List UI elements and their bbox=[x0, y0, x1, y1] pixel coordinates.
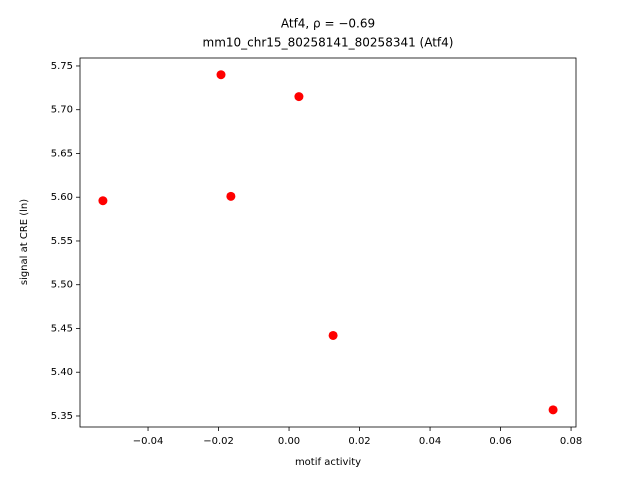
y-tick-label: 5.50 bbox=[51, 280, 73, 291]
x-tick-label: 0.08 bbox=[560, 436, 582, 447]
y-tick-label: 5.35 bbox=[51, 411, 73, 422]
point bbox=[294, 92, 304, 102]
y-axis-label: signal at CRE (ln) bbox=[19, 199, 30, 285]
x-tick-label: −0.04 bbox=[133, 436, 164, 447]
point bbox=[226, 191, 236, 201]
y-tick-label: 5.65 bbox=[51, 148, 73, 159]
point bbox=[328, 330, 338, 340]
y-tick-label: 5.40 bbox=[51, 367, 73, 378]
y-tick-label: 5.60 bbox=[51, 192, 73, 203]
y-tick-label: 5.45 bbox=[51, 323, 73, 334]
chart-subtitle: mm10_chr15_80258141_80258341 (Atf4) bbox=[203, 36, 454, 50]
y-tick-label: 5.55 bbox=[51, 236, 73, 247]
point bbox=[98, 196, 108, 206]
point bbox=[216, 70, 226, 80]
x-tick-label: −0.02 bbox=[203, 436, 234, 447]
y-tick-label: 5.70 bbox=[51, 105, 73, 116]
x-tick-label: 0.02 bbox=[348, 436, 370, 447]
chart-title: Atf4, ρ = −0.69 bbox=[281, 17, 375, 31]
y-tick-label: 5.75 bbox=[51, 61, 73, 72]
point bbox=[548, 405, 558, 415]
x-axis-label: motif activity bbox=[295, 457, 361, 468]
plot-frame bbox=[79, 57, 577, 428]
x-tick-label: 0.04 bbox=[419, 436, 441, 447]
x-tick-label: 0.00 bbox=[278, 436, 300, 447]
x-tick-label: 0.06 bbox=[489, 436, 511, 447]
